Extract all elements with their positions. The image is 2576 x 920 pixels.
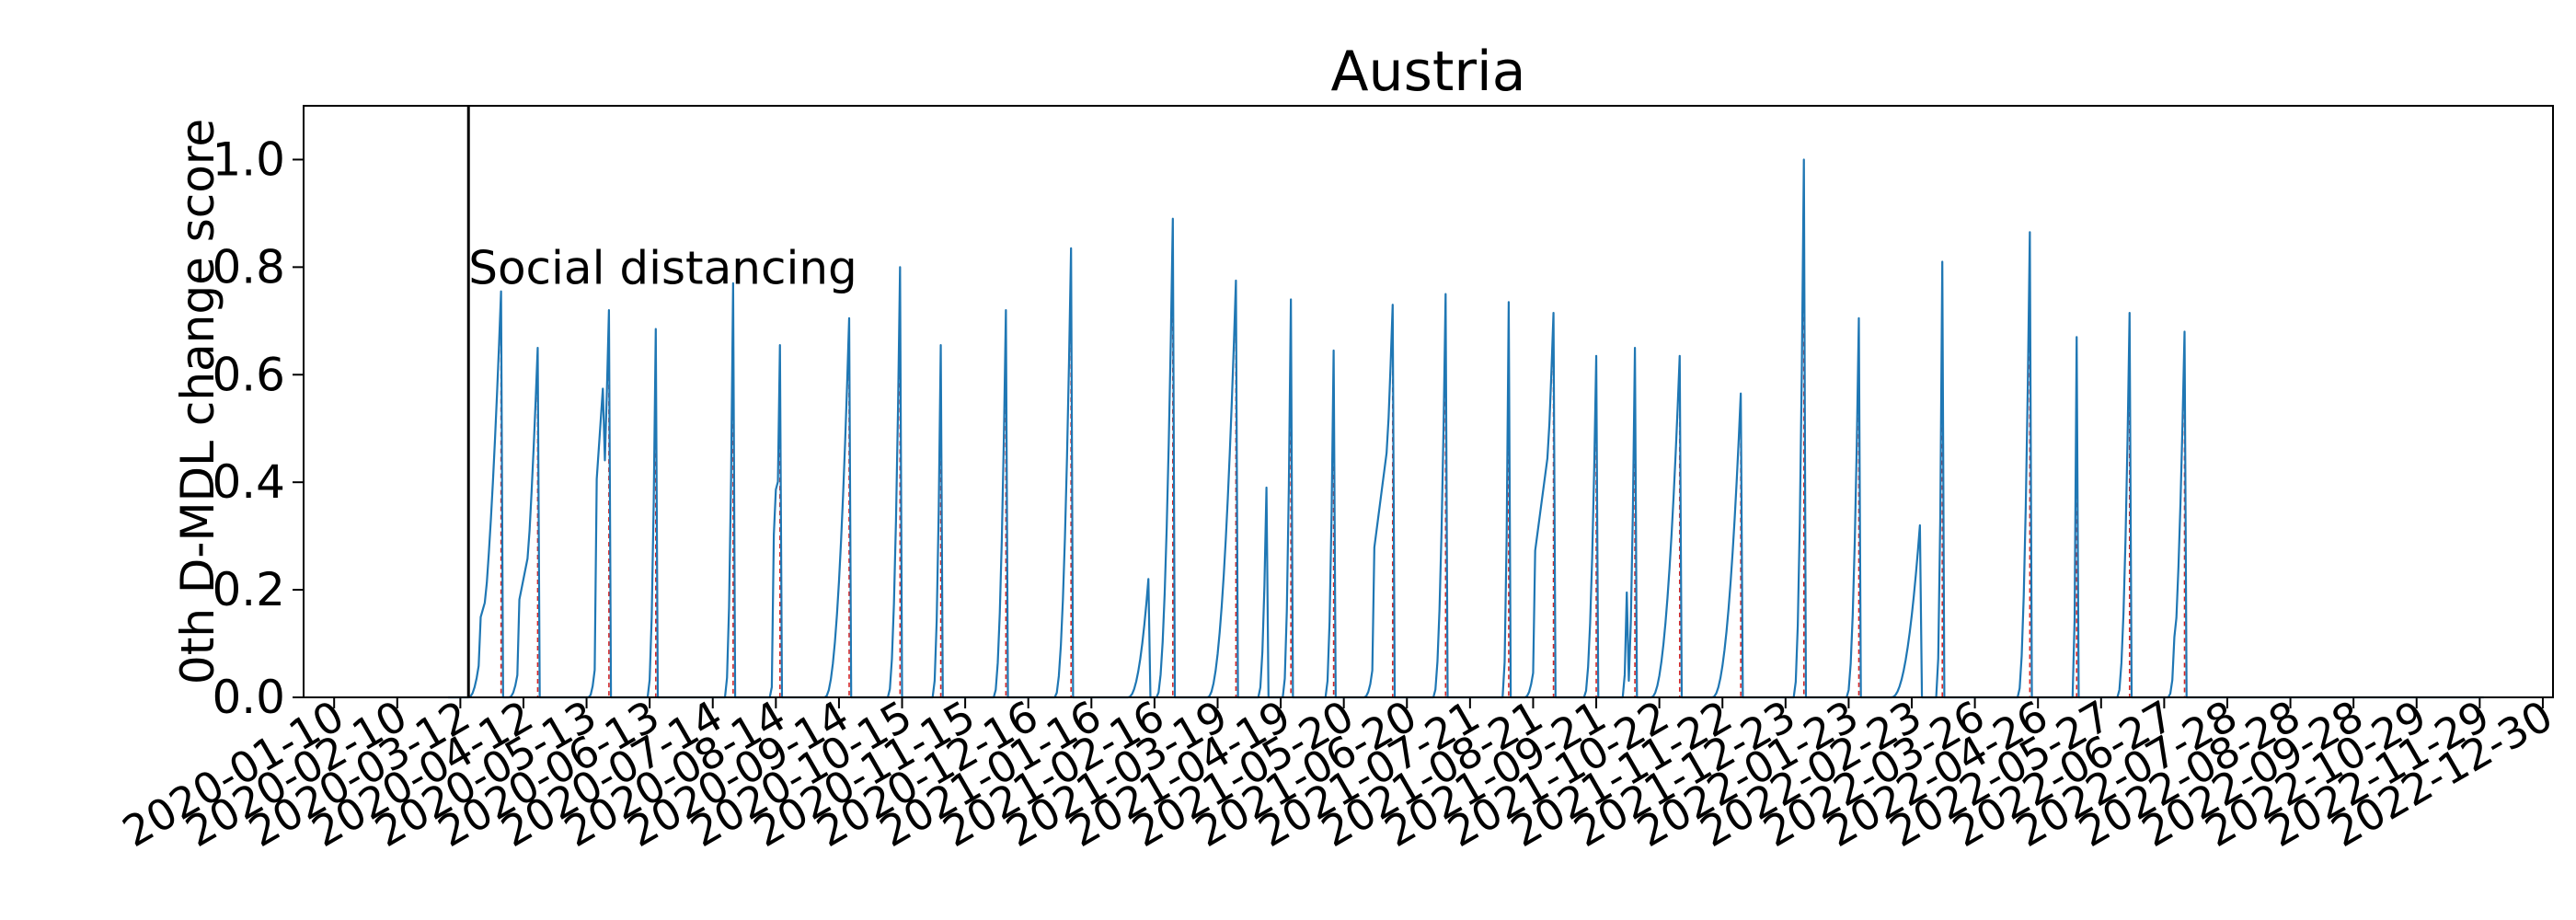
y-tick-label: 0.0	[212, 671, 285, 724]
y-tick-label: 1.0	[212, 132, 285, 186]
intervention-markers: Social distancing	[466, 106, 857, 697]
y-tick-label: 0.2	[212, 563, 285, 616]
x-axis-ticks: 2020-01-102020-02-102020-03-122020-04-12…	[114, 691, 2560, 857]
y-tick-label: 0.4	[212, 455, 285, 509]
plot-frame	[303, 105, 2554, 698]
y-axis-ticks: 0.0 0.2 0.4 0.6 0.8 1.0	[212, 132, 304, 724]
y-axis-label: 0th D-MDL change score	[171, 119, 224, 684]
intervention-label: Social distancing	[468, 241, 857, 294]
y-tick-label: 0.6	[212, 348, 285, 401]
plot-area	[448, 158, 2484, 699]
y-tick-label: 0.8	[212, 240, 285, 293]
change-point-lines	[500, 159, 2186, 697]
series-line	[448, 158, 2484, 699]
chart-title: Austria	[1331, 40, 1526, 104]
